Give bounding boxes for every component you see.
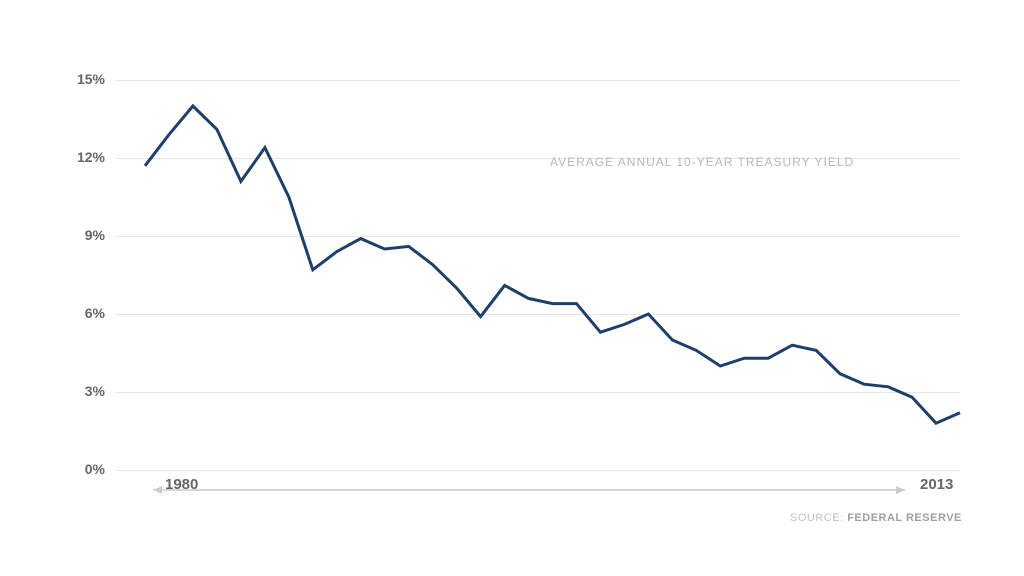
series-line (145, 106, 960, 423)
source-label: SOURCE: (790, 512, 844, 524)
chart-annotation: AVERAGE ANNUAL 10-YEAR TREASURY YIELD (550, 155, 854, 169)
source-name: FEDERAL RESERVE (847, 512, 962, 524)
chart-svg (0, 0, 1024, 576)
x-axis-label-start: 1980 (165, 476, 198, 493)
chart-frame: 0%3%6%9%12%15% AVERAGE ANNUAL 10-YEAR TR… (0, 0, 1024, 576)
x-axis-label-end: 2013 (920, 476, 953, 493)
source-line: SOURCE: FEDERAL RESERVE (790, 512, 962, 524)
